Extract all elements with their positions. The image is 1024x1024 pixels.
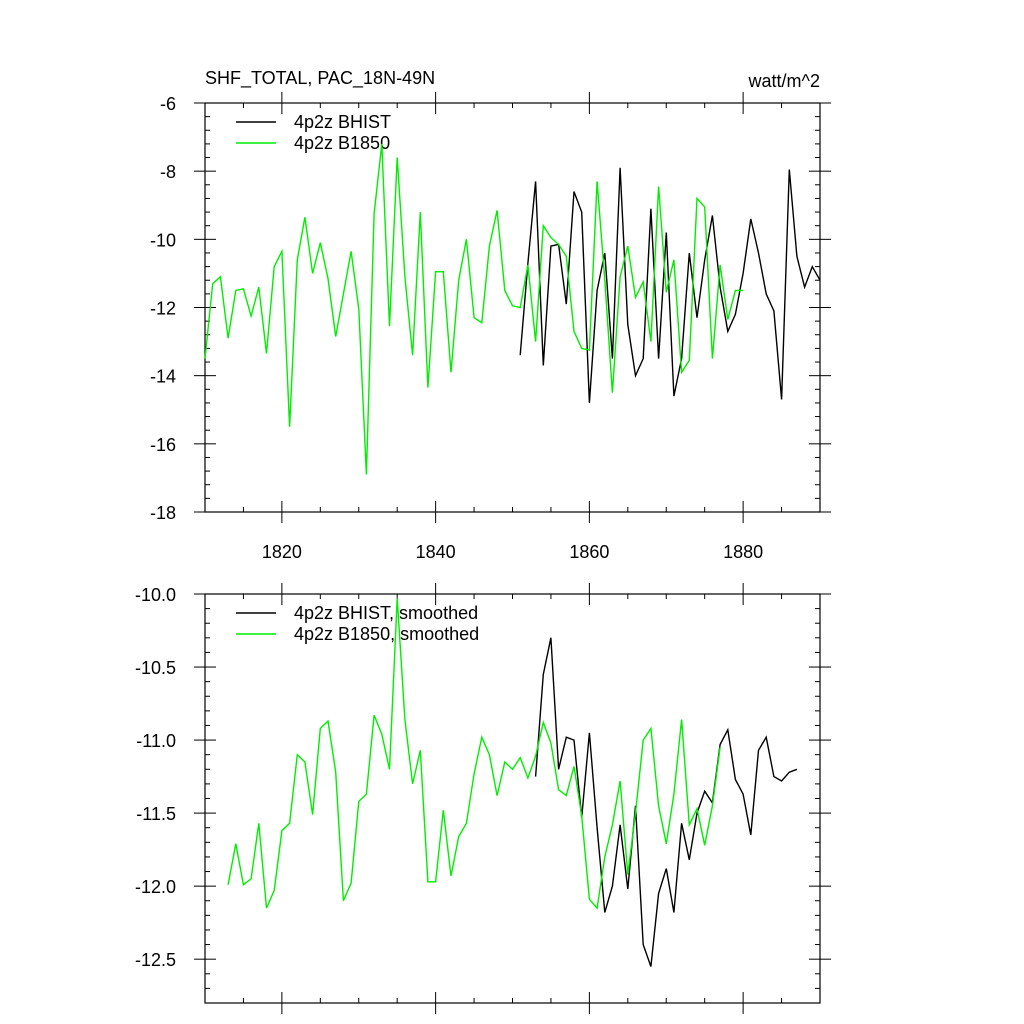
y-tick-label: -11.0	[136, 731, 176, 751]
y-tick-label: -6	[160, 94, 176, 114]
y-tick-label: -10	[150, 230, 176, 250]
units-label: watt/m^2	[748, 71, 820, 91]
legend-label-bhist-smoothed: 4p2z BHIST, smoothed	[294, 603, 478, 623]
chart-title: SHF_TOTAL, PAC_18N-49N	[205, 68, 435, 89]
panel2-series-b1850-line	[227, 598, 721, 910]
chart-marks: 1820 1840 1860 1880 -18 -16 -14 -12 -10 -8 -6 -12.5…	[135, 92, 831, 1014]
panel1-series-bhist-line	[519, 167, 821, 403]
x-tick-label: 1840	[416, 542, 456, 562]
y-tick-label: -10.5	[135, 658, 176, 678]
legend-bottom: 4p2z BHIST, smoothed 4p2z B1850, smoothe…	[236, 603, 479, 644]
y-tick-label: -16	[150, 435, 176, 455]
x-tick-label: 1820	[262, 542, 302, 562]
y-tick-label: -12	[150, 299, 176, 319]
panel2-series-bhist-line	[534, 637, 798, 967]
legend-label-bhist: 4p2z BHIST	[294, 112, 391, 132]
y-tick-label: -14	[150, 367, 176, 387]
y-tick-label: -11.5	[136, 804, 176, 824]
x-tick-label: 1880	[723, 542, 763, 562]
legend-label-b1850: 4p2z B1850	[294, 133, 390, 153]
panel1-series-b1850-line	[204, 143, 744, 475]
legend-top: 4p2z BHIST 4p2z B1850	[236, 112, 391, 153]
x-tick-label: 1860	[569, 542, 609, 562]
y-tick-label: -12.0	[135, 877, 176, 897]
legend-label-b1850-smoothed: 4p2z B1850, smoothed	[294, 624, 479, 644]
y-tick-label: -18	[150, 503, 176, 523]
y-tick-label: -12.5	[135, 950, 176, 970]
y-tick-label: -8	[160, 162, 176, 182]
y-tick-label: -10.0	[135, 585, 176, 605]
